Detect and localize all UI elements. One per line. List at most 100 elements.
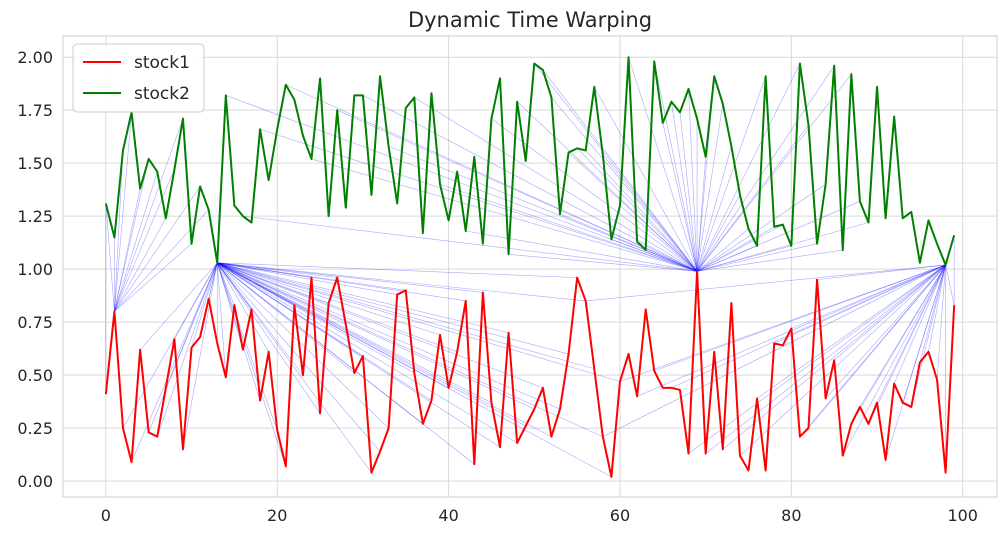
- warping-line: [568, 152, 698, 272]
- warping-line: [491, 118, 698, 272]
- warping-line: [114, 169, 175, 312]
- warping-line: [696, 73, 852, 272]
- warping-line: [165, 262, 218, 388]
- legend-label-stock2: stock2: [134, 84, 190, 104]
- x-tick-label: 100: [947, 506, 978, 525]
- warping-line: [217, 262, 621, 382]
- warping-line: [217, 262, 398, 295]
- warping-line: [756, 264, 946, 399]
- warping-line: [156, 262, 218, 437]
- warping-line: [114, 112, 132, 312]
- warping-line: [217, 262, 483, 293]
- warping-line: [216, 262, 244, 350]
- warping-line: [225, 95, 698, 272]
- warping-line: [696, 146, 732, 272]
- warping-line: [337, 109, 698, 272]
- series-lines: [104, 56, 956, 478]
- warping-line: [217, 262, 595, 370]
- warping-line: [114, 158, 149, 312]
- tick-labels: 0 20 40 60 80 100 0.00 0.25 0.50 0.75 1.00 1.25 1.50…: [17, 48, 978, 525]
- warping-line: [799, 264, 946, 437]
- warping-line: [876, 264, 946, 403]
- warping-line: [696, 226, 775, 272]
- warping-line: [542, 69, 698, 272]
- warping-line: [774, 264, 946, 344]
- warping-line: [217, 262, 509, 334]
- y-tick-label: 1.75: [17, 101, 53, 120]
- warping-line: [696, 124, 809, 272]
- warping-line: [628, 57, 698, 272]
- warping-line: [182, 262, 218, 450]
- warping-line: [217, 262, 295, 306]
- warping-line: [217, 262, 561, 410]
- warping-line: [216, 262, 235, 306]
- warping-line: [696, 63, 801, 272]
- warping-line: [585, 264, 946, 302]
- warping-line: [688, 264, 946, 454]
- warping-line: [911, 264, 946, 407]
- warping-line: [636, 241, 698, 272]
- warping-line: [611, 239, 698, 272]
- warping-line: [131, 262, 218, 463]
- series-line-stock1: [104, 270, 956, 478]
- warping-line: [833, 264, 946, 361]
- warping-line: [114, 209, 209, 312]
- warping-line: [902, 264, 946, 403]
- warping-line: [208, 262, 218, 299]
- warping-line: [242, 215, 698, 272]
- warping-line: [859, 264, 946, 408]
- warping-line: [696, 224, 783, 272]
- warping-line: [217, 262, 424, 425]
- warping-line: [919, 264, 946, 363]
- y-tick-label: 0.75: [17, 313, 53, 332]
- warping-line: [216, 262, 321, 414]
- warping-line: [414, 97, 698, 272]
- warping-line: [216, 262, 372, 473]
- warping-line: [174, 262, 218, 340]
- y-tick-label: 1.00: [17, 260, 53, 279]
- warping-line: [465, 230, 698, 272]
- warping-line: [945, 264, 955, 306]
- y-tick-label: 0.25: [17, 419, 53, 438]
- y-tick-label: 0.50: [17, 366, 53, 385]
- warping-line: [739, 264, 946, 456]
- warping-line: [696, 76, 766, 272]
- warping-line: [936, 264, 946, 380]
- warping-line: [817, 264, 946, 281]
- warping-line: [696, 65, 835, 272]
- warping-line: [217, 262, 441, 336]
- x-tick-label: 80: [781, 506, 801, 525]
- warping-line: [217, 262, 586, 302]
- legend: stock1 stock2: [72, 43, 205, 113]
- warping-line: [114, 150, 124, 312]
- warping-line: [885, 264, 946, 460]
- warping-line: [808, 264, 946, 429]
- warping-line: [619, 205, 698, 272]
- warping-line: [662, 122, 698, 272]
- warping-line: [191, 262, 218, 348]
- warping-line: [696, 156, 706, 272]
- warping-line: [679, 112, 698, 272]
- warping-line: [868, 264, 946, 425]
- warping-line: [114, 186, 201, 312]
- warping-line: [217, 262, 432, 401]
- series-line-stock2: [104, 56, 956, 266]
- warping-line: [619, 264, 946, 382]
- warping-line: [217, 262, 603, 437]
- warping-line: [791, 264, 946, 329]
- warping-line: [688, 88, 698, 272]
- warping-line: [216, 262, 287, 467]
- x-tick-label: 20: [267, 506, 287, 525]
- warping-line: [842, 264, 946, 456]
- x-tick-label: 60: [610, 506, 630, 525]
- warping-line: [697, 243, 818, 272]
- warping-line: [217, 262, 338, 278]
- warping-line: [311, 158, 698, 272]
- x-tick-label: 0: [101, 506, 111, 525]
- y-tick-label: 0.00: [17, 472, 53, 491]
- warping-line: [645, 249, 698, 272]
- warping-line: [217, 262, 406, 291]
- warping-line: [217, 262, 449, 389]
- warping-line: [217, 262, 518, 444]
- warping-line: [217, 262, 552, 437]
